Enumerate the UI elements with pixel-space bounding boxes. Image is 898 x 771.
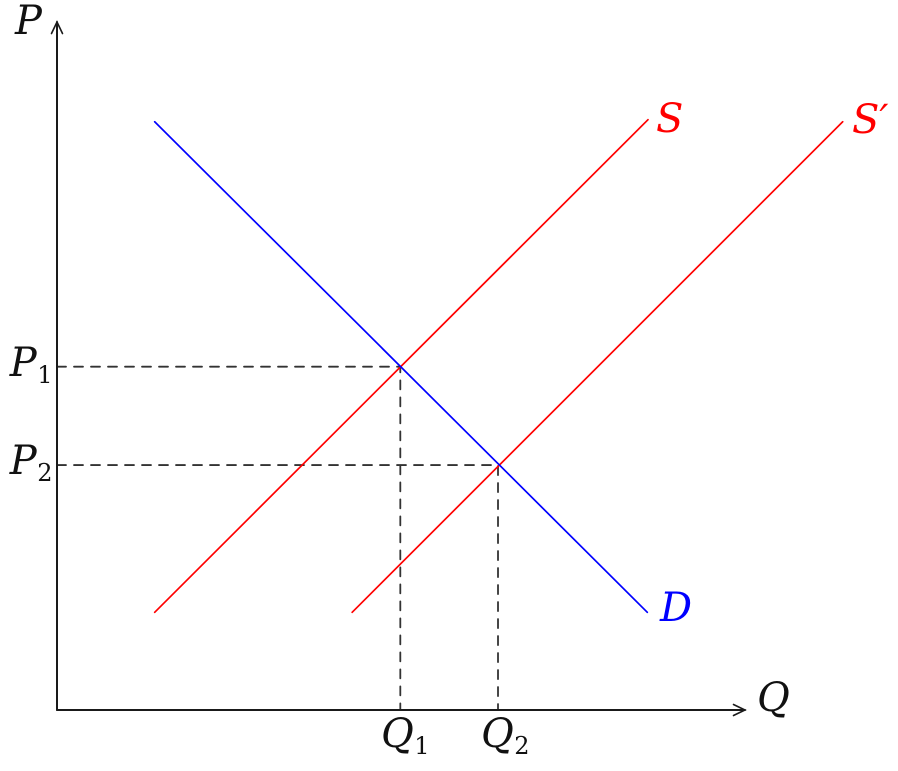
q1-subscript: 1 — [414, 731, 430, 760]
p2-subscript: 2 — [37, 458, 53, 487]
shifted-supply-curve-label: S′ — [852, 97, 889, 143]
x-axis-label: Q — [757, 675, 790, 721]
demand-curve-label: D — [660, 585, 693, 631]
p1-subscript: 1 — [37, 360, 53, 389]
quantity-q2-label: Q2 — [472, 711, 538, 758]
p1-base: P — [9, 340, 37, 386]
price-p1-label: P1 — [0, 340, 53, 387]
supply-curve-label: S — [656, 96, 684, 142]
p2-base: P — [9, 438, 37, 484]
price-p2-label: P2 — [0, 438, 53, 485]
q1-base: Q — [380, 711, 414, 757]
q2-base: Q — [480, 711, 514, 757]
y-axis-label: P — [15, 0, 42, 44]
quantity-q1-label: Q1 — [372, 711, 438, 758]
q2-subscript: 2 — [514, 731, 530, 760]
